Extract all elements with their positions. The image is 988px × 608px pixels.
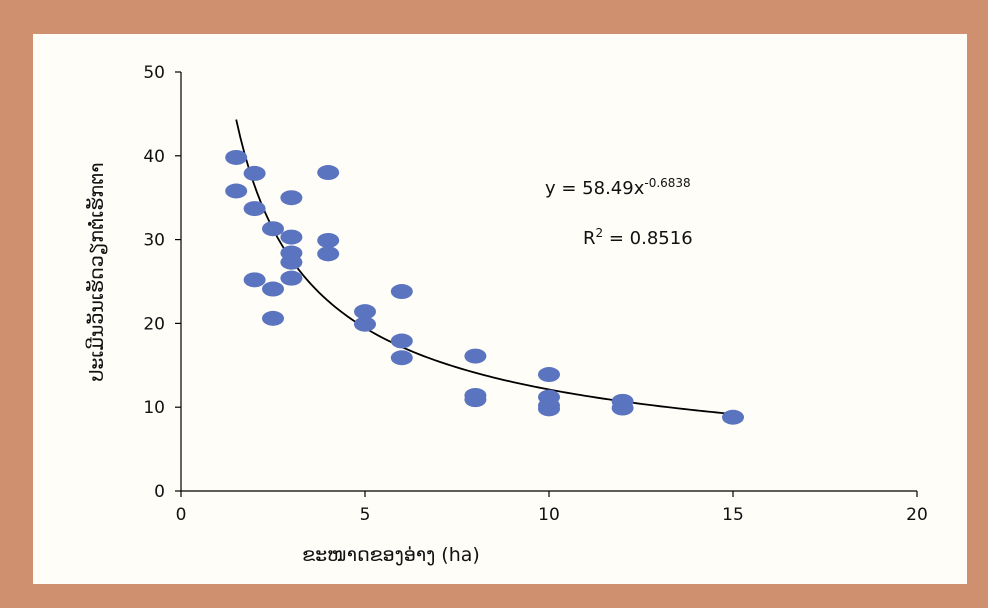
data-point — [464, 392, 487, 408]
data-point — [243, 272, 266, 288]
data-point — [538, 367, 560, 383]
x-tick-label: 20 — [906, 505, 928, 525]
data-point — [243, 201, 266, 217]
r-squared: R2 = 0.8516 — [583, 226, 693, 249]
axes — [175, 71, 918, 497]
data-point — [317, 165, 340, 181]
data-point — [280, 190, 303, 206]
data-point — [354, 316, 376, 332]
y-tick-label: 0 — [154, 482, 165, 502]
tick-labels: 0 5 10 15 20 0 10 20 30 40 50 — [143, 63, 927, 525]
y-tick-label: 10 — [143, 398, 165, 418]
x-tick-label: 0 — [176, 505, 187, 525]
data-point — [390, 284, 413, 300]
x-tick-label: 15 — [722, 505, 744, 525]
data-point — [262, 310, 284, 326]
y-tick-label: 50 — [143, 63, 165, 83]
x-tick-label: 5 — [360, 505, 371, 525]
data-point — [317, 232, 340, 248]
y-tick-label: 20 — [143, 314, 165, 334]
trend-equation: y = 58.49x-0.6838 — [545, 176, 691, 199]
x-tick-label: 10 — [538, 505, 560, 525]
y-tick-label: 40 — [143, 147, 165, 167]
data-point — [225, 183, 248, 199]
trendline — [235, 119, 734, 415]
y-tick-label: 30 — [143, 231, 165, 251]
data-points — [225, 149, 744, 425]
data-point — [243, 165, 266, 181]
data-point — [262, 221, 284, 237]
data-point — [611, 400, 634, 416]
trend-equation-text: y = 58.49x — [545, 178, 645, 199]
data-point — [280, 254, 303, 270]
data-point — [262, 281, 284, 297]
scatter-chart: 0 5 10 15 20 0 10 20 30 40 50 y = 58.49x-0.6838 R2… — [84, 63, 928, 566]
data-point — [390, 333, 413, 349]
data-point — [317, 246, 340, 262]
data-point — [280, 229, 303, 245]
data-point — [280, 270, 303, 286]
trend-equation-exponent: -0.6838 — [644, 176, 690, 190]
data-point — [390, 350, 413, 366]
x-axis-label: ຂະໜາດຂອງອ່າງ (ha) — [302, 544, 480, 566]
chart-panel: 0 5 10 15 20 0 10 20 30 40 50 y = 58.49x-0.6838 R2… — [33, 34, 967, 584]
data-point — [354, 304, 376, 320]
r-squared-sup: 2 — [596, 226, 604, 240]
r-squared-value: = 0.8516 — [603, 228, 693, 249]
data-point — [538, 401, 560, 417]
data-point — [722, 409, 744, 425]
y-axis-label: ປະເມີນວັນເຮັດວຽກຕໍ່ເຮັກຕາ — [84, 162, 108, 381]
data-point — [225, 149, 248, 165]
data-point — [464, 348, 487, 364]
r-squared-prefix: R — [583, 228, 596, 249]
